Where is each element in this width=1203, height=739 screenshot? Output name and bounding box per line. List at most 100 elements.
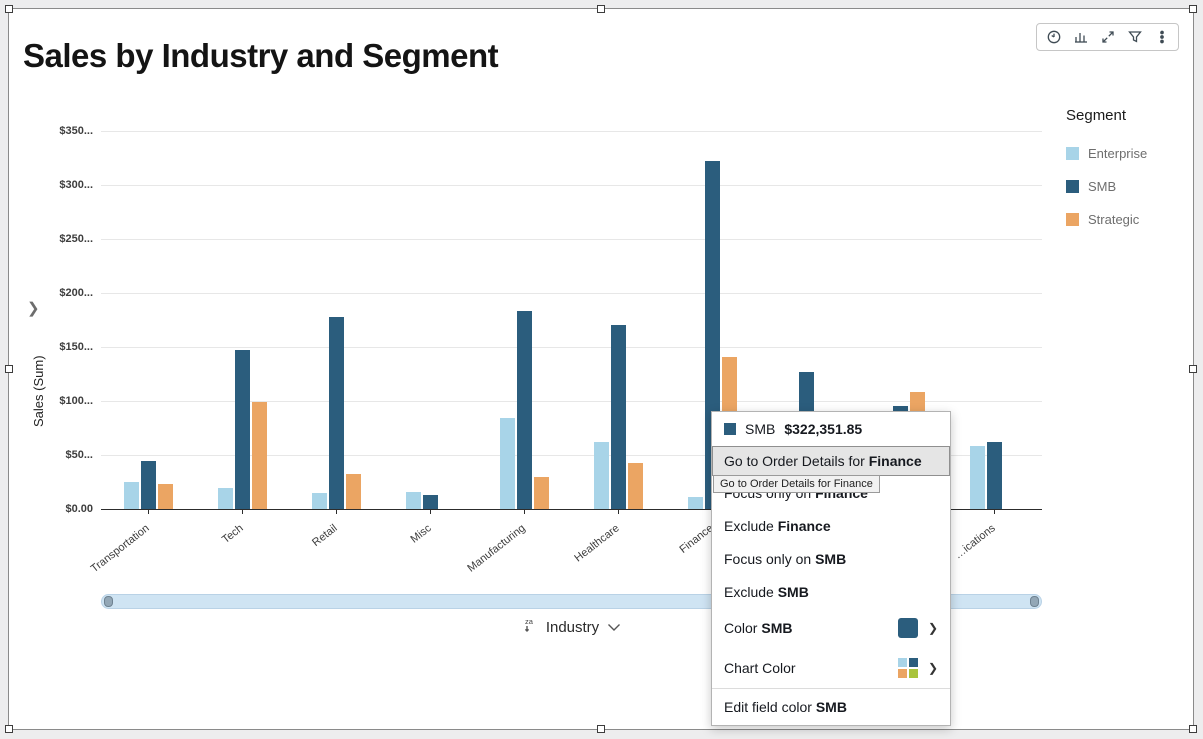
resize-handle-right[interactable]: [1189, 365, 1197, 373]
x-tick: [994, 510, 995, 514]
scroll-handle-left[interactable]: [104, 596, 113, 607]
y-tick-label: $50...: [65, 449, 93, 461]
legend: Segment Enterprise SMB Strategic: [1066, 107, 1192, 245]
context-menu-item-label: Edit field color SMB: [724, 699, 847, 715]
category-label: Tech: [219, 522, 246, 547]
context-menu-item-label: Focus only on SMB: [724, 550, 847, 567]
y-tick-label: $200...: [59, 287, 93, 299]
resize-handle-top-left[interactable]: [5, 5, 13, 13]
context-menu-item[interactable]: Chart Color ❯: [712, 648, 950, 688]
bar-smb[interactable]: [141, 461, 156, 509]
color-swatch: [897, 618, 918, 638]
resize-handle-bottom-left[interactable]: [5, 725, 13, 733]
context-menu-item-label: Exclude SMB: [724, 583, 809, 600]
scroll-handle-right[interactable]: [1030, 596, 1039, 607]
resize-handle-left[interactable]: [5, 365, 13, 373]
bar-enterprise[interactable]: [500, 418, 515, 509]
bar-enterprise[interactable]: [218, 488, 233, 509]
x-axis-line: [101, 509, 1042, 510]
y-tick-label: $0.00: [65, 503, 93, 515]
palette-swatch-cell: [897, 658, 907, 667]
y-tick-label: $300...: [59, 179, 93, 191]
chevron-right-icon[interactable]: ❯: [27, 300, 40, 317]
page-title: Sales by Industry and Segment: [23, 37, 499, 74]
x-tick: [618, 510, 619, 514]
context-menu-item[interactable]: Focus only on SMB: [712, 542, 950, 575]
legend-item-label: SMB: [1088, 179, 1117, 194]
y-tick-label: $150...: [59, 341, 93, 353]
bar-smb[interactable]: [611, 325, 626, 509]
chart-icon[interactable]: [1072, 29, 1089, 46]
bar-enterprise[interactable]: [124, 482, 139, 509]
legend-swatch: [1066, 213, 1079, 226]
kebab-menu-icon[interactable]: [1153, 29, 1170, 46]
bar-enterprise[interactable]: [406, 492, 421, 509]
context-menu-item[interactable]: Color SMB ❯: [712, 608, 950, 648]
svg-text:za: za: [525, 617, 534, 626]
y-tick-label: $350...: [59, 125, 93, 137]
context-menu-item[interactable]: Exclude SMB: [712, 575, 950, 608]
bar-enterprise[interactable]: [688, 497, 703, 509]
bar-strategic[interactable]: [628, 463, 643, 509]
bar-enterprise[interactable]: [594, 442, 609, 509]
category-label: Transportation: [88, 522, 152, 576]
sort-icon[interactable]: za: [522, 617, 538, 637]
bar-strategic[interactable]: [158, 484, 173, 509]
context-menu-item[interactable]: Go to Order Details for Finance: [712, 446, 950, 476]
context-menu-header-value: $322,351.85: [784, 421, 863, 437]
resize-handle-top-center[interactable]: [597, 5, 605, 13]
gridline: [101, 293, 1042, 294]
gridline: [101, 185, 1042, 186]
tooltip: Go to Order Details for Finance: [713, 475, 880, 493]
resize-handle-bottom-right[interactable]: [1189, 725, 1197, 733]
bar-smb[interactable]: [987, 442, 1002, 509]
bar-smb[interactable]: [423, 495, 438, 509]
x-tick: [524, 510, 525, 514]
resize-handle-top-right[interactable]: [1189, 5, 1197, 13]
chevron-right-icon: ❯: [927, 661, 938, 675]
legend-swatch: [1066, 180, 1079, 193]
bar-enterprise[interactable]: [970, 446, 985, 509]
filter-icon[interactable]: [1126, 29, 1143, 46]
legend-item-label: Strategic: [1088, 212, 1140, 227]
maximize-icon[interactable]: [1099, 29, 1116, 46]
bar-enterprise[interactable]: [312, 493, 327, 509]
clock-icon[interactable]: [1045, 29, 1062, 46]
y-axis-title: Sales (Sum): [31, 355, 46, 427]
bar-smb[interactable]: [235, 350, 250, 509]
legend-item-smb[interactable]: SMB: [1066, 179, 1192, 194]
y-tick-label: $250...: [59, 233, 93, 245]
context-menu-item-label: Exclude Finance: [724, 517, 831, 534]
x-tick: [242, 510, 243, 514]
x-tick: [148, 510, 149, 514]
y-tick-label: $100...: [59, 395, 93, 407]
gridline: [101, 401, 1042, 402]
bar-strategic[interactable]: [252, 402, 267, 509]
bar-strategic[interactable]: [346, 474, 361, 509]
x-axis-control[interactable]: za Industry: [101, 617, 1042, 637]
gridline: [101, 131, 1042, 132]
context-menu-item-label: Color SMB: [724, 620, 793, 636]
context-menu-item-label: Go to Order Details for Finance: [724, 453, 922, 469]
context-menu-item-label: Chart Color: [724, 660, 796, 676]
bar-smb[interactable]: [517, 311, 532, 509]
x-axis-field-label: Industry: [545, 618, 600, 636]
gridline: [101, 347, 1042, 348]
resize-handle-bottom-center[interactable]: [597, 725, 605, 733]
bar-smb[interactable]: [329, 317, 344, 509]
legend-title: Segment: [1066, 107, 1127, 124]
chevron-down-icon[interactable]: [607, 619, 621, 636]
category-label: Retail: [310, 522, 340, 550]
category-label: Manufacturing: [465, 522, 528, 575]
legend-item-enterprise[interactable]: Enterprise: [1066, 146, 1192, 161]
context-menu-header-label: SMB: [745, 421, 776, 437]
context-menu-item[interactable]: Exclude Finance: [712, 509, 950, 542]
legend-item-strategic[interactable]: Strategic: [1066, 212, 1192, 227]
bar-strategic[interactable]: [534, 477, 549, 509]
legend-swatch: [1066, 147, 1079, 160]
context-menu-item[interactable]: Edit field color SMB: [712, 688, 950, 725]
context-menu: SMB $322,351.85 Go to Order Details for …: [711, 411, 951, 726]
visual-card: Sales by Industry and Segment $350... $30…: [5, 5, 1197, 733]
category-label: Healthcare: [572, 522, 622, 565]
palette-swatch-cell: [897, 669, 907, 678]
